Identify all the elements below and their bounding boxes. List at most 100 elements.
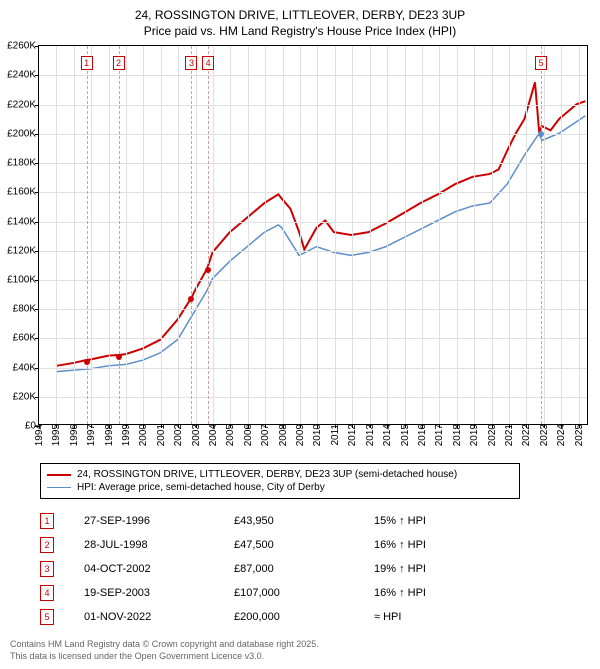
sales-row-date: 01-NOV-2022 bbox=[84, 611, 234, 623]
sales-row-number: 1 bbox=[40, 513, 54, 529]
sales-row-hpi: 19% ↑ HPI bbox=[374, 563, 474, 575]
gridline-vertical bbox=[439, 46, 440, 424]
gridline-vertical bbox=[109, 46, 110, 424]
x-axis-label: 2025 bbox=[574, 424, 585, 449]
gridline-vertical bbox=[387, 46, 388, 424]
legend-swatch bbox=[47, 474, 71, 476]
footer-attribution: Contains HM Land Registry data © Crown c… bbox=[10, 639, 600, 668]
x-axis-label: 2002 bbox=[173, 424, 184, 449]
x-axis-label: 1996 bbox=[69, 424, 80, 449]
gridline-horizontal bbox=[39, 75, 587, 76]
x-axis-label: 2022 bbox=[521, 424, 532, 449]
x-axis-label: 2013 bbox=[365, 424, 376, 449]
legend-swatch bbox=[47, 487, 71, 488]
sales-row-number: 3 bbox=[40, 561, 54, 577]
legend-label: HPI: Average price, semi-detached house,… bbox=[77, 482, 325, 493]
gridline-vertical bbox=[422, 46, 423, 424]
y-axis-label: £140K bbox=[7, 216, 39, 227]
x-axis-label: 1997 bbox=[86, 424, 97, 449]
y-axis-label: £200K bbox=[7, 128, 39, 139]
gridline-horizontal bbox=[39, 251, 587, 252]
x-axis-label: 1999 bbox=[121, 424, 132, 449]
sales-row-date: 04-OCT-2002 bbox=[84, 563, 234, 575]
legend-item: HPI: Average price, semi-detached house,… bbox=[47, 481, 513, 494]
sales-row: 419-SEP-2003£107,00016% ↑ HPI bbox=[40, 581, 600, 605]
sales-row-price: £47,500 bbox=[234, 539, 374, 551]
sales-row-price: £107,000 bbox=[234, 587, 374, 599]
y-axis-label: £20K bbox=[13, 391, 39, 402]
gridline-horizontal bbox=[39, 222, 587, 223]
sales-row-hpi: 16% ↑ HPI bbox=[374, 587, 474, 599]
y-axis-label: £240K bbox=[7, 70, 39, 81]
x-axis-label: 1995 bbox=[51, 424, 62, 449]
sale-marker-line bbox=[541, 46, 542, 424]
sales-row: 501-NOV-2022£200,000≈ HPI bbox=[40, 605, 600, 629]
y-axis-label: £60K bbox=[13, 333, 39, 344]
gridline-horizontal bbox=[39, 134, 587, 135]
sales-row-hpi: 15% ↑ HPI bbox=[374, 515, 474, 527]
legend-label: 24, ROSSINGTON DRIVE, LITTLEOVER, DERBY,… bbox=[77, 469, 457, 480]
x-axis-label: 2023 bbox=[539, 424, 550, 449]
sales-row-hpi: ≈ HPI bbox=[374, 611, 474, 623]
sale-marker-dot bbox=[205, 267, 211, 273]
sales-row-hpi: 16% ↑ HPI bbox=[374, 539, 474, 551]
sale-marker-line bbox=[87, 46, 88, 424]
sale-marker-box: 4 bbox=[202, 56, 214, 70]
sales-row: 228-JUL-1998£47,50016% ↑ HPI bbox=[40, 533, 600, 557]
x-axis-label: 1998 bbox=[104, 424, 115, 449]
gridline-vertical bbox=[526, 46, 527, 424]
gridline-horizontal bbox=[39, 368, 587, 369]
x-axis-label: 2004 bbox=[208, 424, 219, 449]
gridline-vertical bbox=[74, 46, 75, 424]
sale-marker-box: 1 bbox=[81, 56, 93, 70]
legend-item: 24, ROSSINGTON DRIVE, LITTLEOVER, DERBY,… bbox=[47, 468, 513, 481]
x-axis-label: 2003 bbox=[191, 424, 202, 449]
gridline-vertical bbox=[91, 46, 92, 424]
gridline-vertical bbox=[561, 46, 562, 424]
x-axis-label: 2020 bbox=[487, 424, 498, 449]
gridline-horizontal bbox=[39, 105, 587, 106]
sales-row-price: £87,000 bbox=[234, 563, 374, 575]
x-axis-label: 2006 bbox=[243, 424, 254, 449]
sale-marker-line bbox=[191, 46, 192, 424]
gridline-vertical bbox=[317, 46, 318, 424]
gridline-vertical bbox=[196, 46, 197, 424]
sales-row-price: £43,950 bbox=[234, 515, 374, 527]
x-axis-label: 2019 bbox=[469, 424, 480, 449]
gridline-vertical bbox=[457, 46, 458, 424]
gridline-horizontal bbox=[39, 397, 587, 398]
footer-line-2: This data is licensed under the Open Gov… bbox=[10, 651, 264, 661]
gridline-horizontal bbox=[39, 309, 587, 310]
sale-marker-dot bbox=[188, 296, 194, 302]
x-axis-label: 2008 bbox=[278, 424, 289, 449]
gridline-vertical bbox=[213, 46, 214, 424]
y-axis-label: £100K bbox=[7, 275, 39, 286]
gridline-vertical bbox=[370, 46, 371, 424]
x-axis-label: 2018 bbox=[452, 424, 463, 449]
gridline-horizontal bbox=[39, 280, 587, 281]
sale-marker-box: 3 bbox=[185, 56, 197, 70]
y-axis-label: £40K bbox=[13, 362, 39, 373]
x-axis-label: 2012 bbox=[347, 424, 358, 449]
gridline-vertical bbox=[265, 46, 266, 424]
gridline-vertical bbox=[178, 46, 179, 424]
chart-plot-area: £0£20K£40K£60K£80K£100K£120K£140K£160K£1… bbox=[38, 45, 588, 425]
sales-row-date: 28-JUL-1998 bbox=[84, 539, 234, 551]
sales-row-number: 4 bbox=[40, 585, 54, 601]
x-axis-label: 2010 bbox=[312, 424, 323, 449]
gridline-vertical bbox=[230, 46, 231, 424]
sale-marker-dot bbox=[84, 359, 90, 365]
sales-row-date: 27-SEP-1996 bbox=[84, 515, 234, 527]
title-line-2: Price paid vs. HM Land Registry's House … bbox=[144, 24, 456, 38]
sales-table: 1 27-SEP-1996£43,95015% ↑ HPI 228-JUL-1998… bbox=[40, 509, 600, 629]
gridline-vertical bbox=[579, 46, 580, 424]
x-axis-label: 2011 bbox=[330, 424, 341, 449]
sale-marker-box: 5 bbox=[535, 56, 547, 70]
title-line-1: 24, ROSSINGTON DRIVE, LITTLEOVER, DERBY,… bbox=[135, 8, 465, 22]
x-axis-label: 2014 bbox=[382, 424, 393, 449]
gridline-vertical bbox=[352, 46, 353, 424]
gridline-vertical bbox=[56, 46, 57, 424]
x-axis-label: 2009 bbox=[295, 424, 306, 449]
x-axis-label: 2015 bbox=[400, 424, 411, 449]
gridline-vertical bbox=[161, 46, 162, 424]
